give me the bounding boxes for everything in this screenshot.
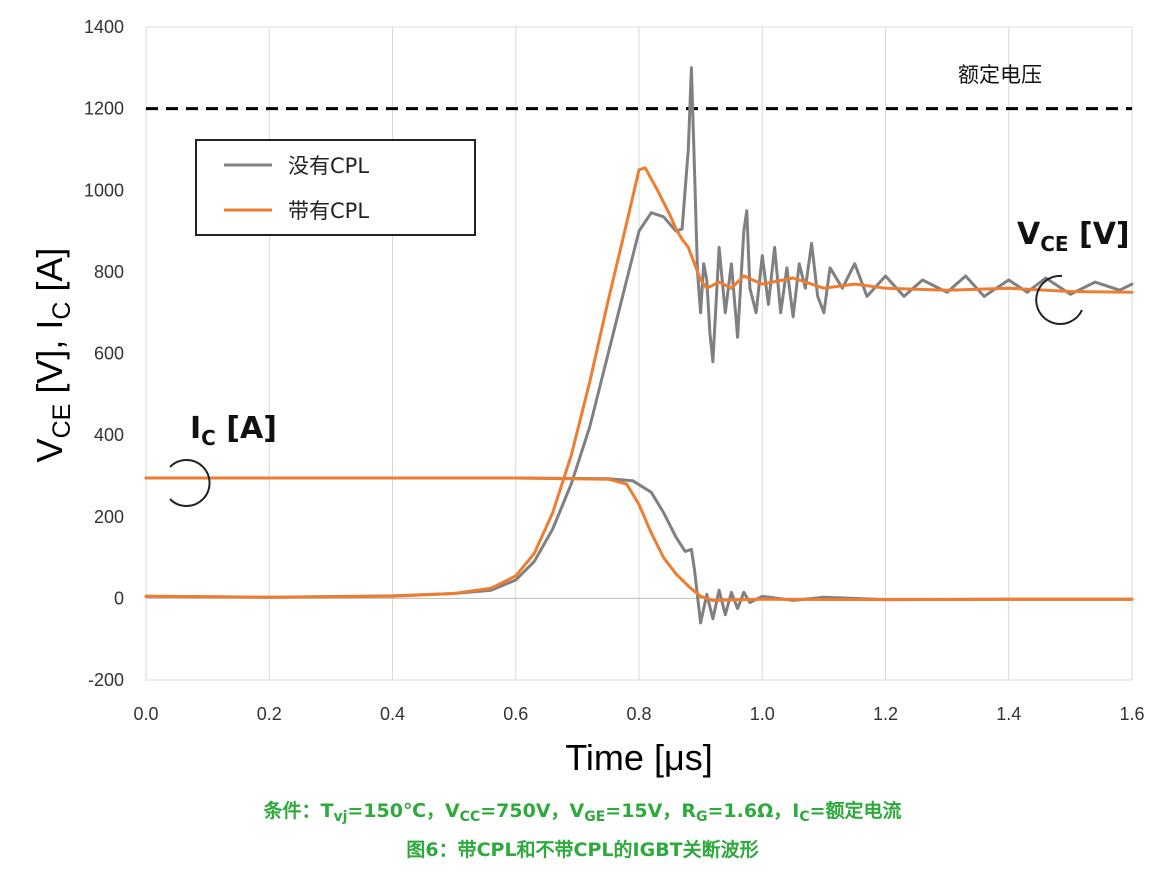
rated-voltage-label: 额定电压: [958, 63, 1042, 87]
legend: 没有CPL 带有CPL: [195, 139, 476, 236]
caption-text: =1.6Ω，I: [707, 800, 800, 822]
x-tick-label: 0.0: [133, 704, 158, 724]
figure-title: 图6：带CPL和不带CPL的IGBT关断波形: [406, 839, 759, 861]
vce-line-no-cpl: [144, 66, 1134, 599]
vce-annotation-unit: [V]: [1069, 217, 1130, 252]
y-axis-title-end: [A]: [29, 248, 70, 302]
svg-text:VCE [V]: VCE [V]: [1017, 217, 1130, 256]
caption-text: 条件：T: [263, 800, 334, 822]
caption-text: =15V，R: [605, 800, 696, 822]
y-axis-title-v: V: [29, 438, 70, 462]
x-tick-label: 1.2: [873, 704, 898, 724]
x-tick-labels: 0.0 0.2 0.4 0.6 0.8 1.0 1.2 1.4 1.6: [133, 704, 1144, 724]
caption-text: =额定电流: [809, 800, 902, 822]
legend-label-no-cpl: 没有CPL: [288, 154, 369, 178]
y-axis-title-mid: [V], I: [29, 320, 70, 404]
caption-text: =750V，V: [480, 800, 585, 822]
caption-sub: vj: [333, 809, 348, 825]
ic-annotation-main: I: [190, 411, 201, 446]
legend-box: [195, 139, 476, 236]
caption-text: =150℃，V: [347, 800, 460, 822]
vce-annotation-sub: CE: [1040, 232, 1068, 256]
x-tick-label: 0.2: [257, 704, 282, 724]
y-tick-label: 0: [114, 588, 124, 608]
caption-conditions: 条件：Tvj=150℃，VCC=750V，VGE=15V，RG=1.6Ω，IC=…: [0, 796, 1165, 825]
vce-annotation-arc: [1035, 274, 1083, 325]
y-tick-label: 400: [94, 425, 124, 445]
ic-annotation-arc: [169, 459, 211, 507]
vce-line-with-cpl: [144, 166, 1134, 599]
y-axis-title-c: C: [48, 302, 76, 320]
y-tick-label: 600: [94, 344, 124, 364]
x-tick-label: 1.6: [1119, 704, 1144, 724]
y-tick-label: 1400: [84, 17, 124, 37]
ic-annotation-sub: C: [201, 426, 216, 450]
caption-sub: G: [696, 809, 708, 825]
x-tick-label: 1.4: [996, 704, 1021, 724]
y-tick-label: -200: [88, 670, 124, 690]
caption-sub: GE: [584, 809, 606, 825]
x-tick-label: 0.8: [626, 704, 651, 724]
y-tick-label: 1000: [84, 180, 124, 200]
ic-annotation: IC [A]: [169, 411, 277, 507]
series-layer: [144, 66, 1134, 625]
caption-sub: C: [799, 809, 810, 825]
ic-line-with-cpl: [144, 476, 1134, 602]
y-axis-title: VCE [V], IC [A]: [29, 248, 76, 463]
vce-annotation-main: V: [1017, 217, 1041, 252]
svg-text:IC [A]: IC [A]: [190, 411, 277, 450]
grid-lines: [268, 27, 1010, 680]
y-tick-label: 1200: [84, 99, 124, 119]
y-tick-labels: 1400 1200 1000 800 600 400 200 0 -200: [84, 17, 124, 690]
y-tick-label: 200: [94, 507, 124, 527]
y-axis-title-ce: CE: [48, 404, 76, 439]
vce-annotation: VCE [V]: [1017, 217, 1130, 325]
ic-annotation-unit: [A]: [216, 411, 277, 446]
x-tick-label: 0.4: [380, 704, 405, 724]
caption-sub: CC: [459, 809, 481, 825]
y-tick-label: 800: [94, 262, 124, 282]
legend-label-with-cpl: 带有CPL: [288, 199, 369, 223]
x-tick-label: 1.0: [750, 704, 775, 724]
x-tick-label: 0.6: [503, 704, 528, 724]
x-axis-title: Time [μs]: [565, 737, 712, 778]
